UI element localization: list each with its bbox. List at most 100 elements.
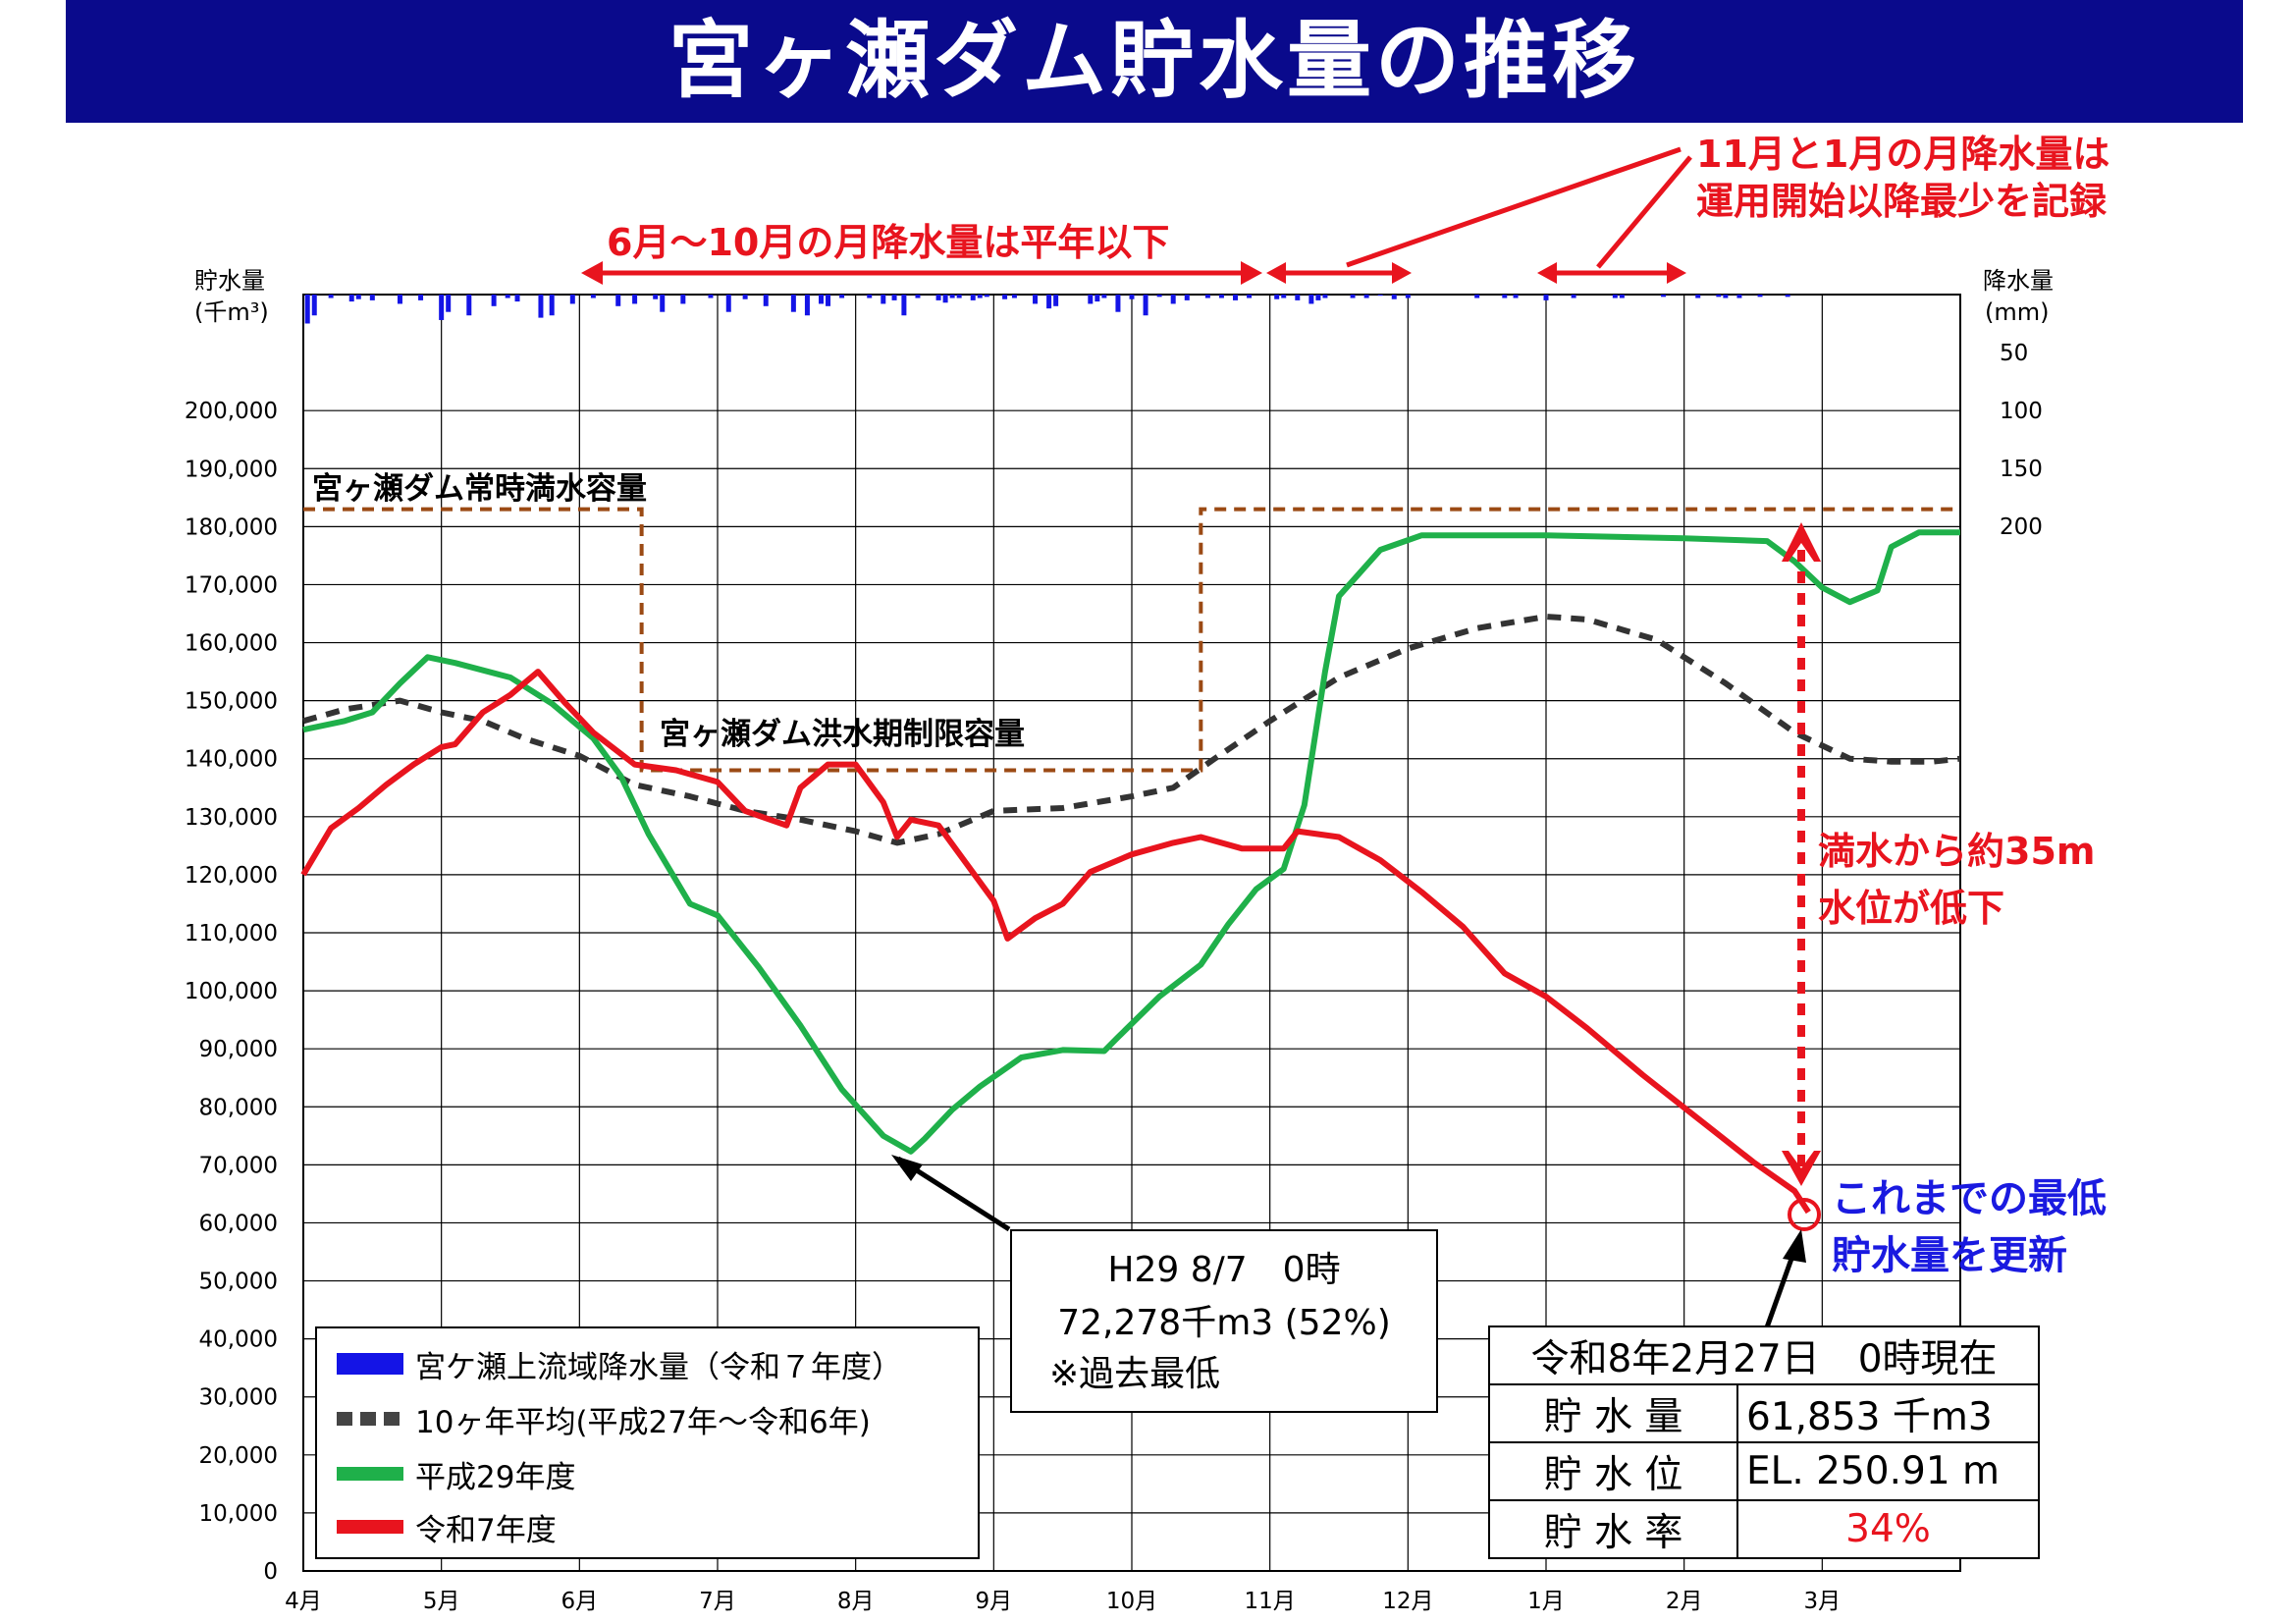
arrowhead-left — [1537, 262, 1557, 284]
rain-bar — [1315, 295, 1321, 300]
rain-bar — [1204, 295, 1210, 298]
rain-bar — [1143, 295, 1148, 316]
rain-bar — [826, 295, 831, 306]
arrowhead-left — [581, 261, 603, 285]
rain-bar — [1474, 295, 1480, 298]
right-axis-label-2: (mm) — [1985, 298, 2049, 326]
rain-bar — [1095, 295, 1100, 302]
annotation-record-low-2: 貯水量を更新 — [1832, 1233, 2067, 1278]
legend-label-h29: 平成29年度 — [415, 1459, 576, 1495]
x-tick-label: 2月 — [1666, 1589, 1703, 1614]
right-axis-label-1: 降水量 — [1983, 267, 2054, 295]
status-callout-head — [1783, 1229, 1806, 1263]
rain-bar — [466, 295, 472, 316]
rain-bar — [615, 295, 621, 306]
annotation-rain-nov-jan-2: 運用開始以降最少を記録 — [1696, 180, 2108, 223]
x-tick-label: 1月 — [1527, 1589, 1565, 1614]
legend-item-average: 10ヶ年平均(平成27年～令和6年) — [337, 1393, 871, 1444]
rain-bar — [977, 295, 983, 298]
rain-bar — [1543, 295, 1549, 300]
y-tick-label: 30,000 — [199, 1385, 278, 1411]
rain-bar — [1002, 295, 1008, 299]
y-tick-label: 10,000 — [199, 1501, 278, 1527]
x-tick-label: 7月 — [699, 1589, 736, 1614]
rain-bar — [1101, 295, 1107, 298]
status-row: 貯 水 率 34% — [1488, 1499, 2040, 1559]
reference-lines — [303, 507, 1960, 773]
rain-bar — [397, 295, 402, 304]
annotation-flood-limit: 宮ヶ瀬ダム洪水期制限容量 — [660, 717, 1025, 752]
y-tick-label: 130,000 — [185, 805, 278, 831]
rain-bar — [328, 295, 334, 298]
rain-bar — [819, 295, 824, 304]
legend-item-rain: 宮ケ瀬上流域降水量（令和７年度） — [337, 1338, 902, 1389]
rain-bar — [1363, 295, 1369, 298]
record-callout-head — [891, 1155, 923, 1181]
rain-bar — [1405, 295, 1411, 298]
status-label: 貯 水 位 — [1488, 1441, 1738, 1501]
series-line-h29 — [302, 529, 1960, 1155]
x-tick-label: 5月 — [423, 1589, 460, 1614]
y-tick-label: 170,000 — [185, 572, 278, 598]
record-line-date: H29 8/7 0時 — [1107, 1250, 1341, 1290]
callout-line-nov — [1346, 146, 1682, 268]
rain-bar — [1129, 295, 1135, 299]
rain-bar — [956, 295, 962, 298]
status-label: 貯 水 量 — [1488, 1383, 1738, 1443]
rain-bar — [708, 295, 714, 298]
rain-bar — [1046, 295, 1052, 309]
status-table: 令和8年2月27日 0時現在 貯 水 量 61,853 千m3 貯 水 位 EL… — [1488, 1325, 2040, 1559]
annotation-drop-1: 満水から約35m — [1818, 830, 2095, 873]
legend: 宮ケ瀬上流域降水量（令和７年度） 10ヶ年平均(平成27年～令和6年) 平成29… — [315, 1326, 980, 1559]
status-row: 貯 水 量 61,853 千m3 — [1488, 1383, 2040, 1443]
rain-bar — [505, 295, 510, 298]
rain-bar — [1115, 295, 1121, 312]
rain-bar — [790, 295, 796, 312]
rain-bar — [1011, 295, 1017, 298]
rain-bar — [538, 295, 544, 318]
rain-bar — [680, 295, 686, 304]
rain-tick-label: 50 — [2000, 341, 2028, 366]
rain-bar — [1322, 295, 1328, 298]
rain-bar — [942, 295, 948, 303]
y-tick-label: 0 — [263, 1559, 278, 1585]
status-value: EL. 250.91 m — [1736, 1441, 2040, 1501]
rain-tick-label: 200 — [2000, 514, 2043, 540]
legend-swatch-h29 — [337, 1467, 403, 1481]
rain-bar — [514, 295, 520, 302]
rain-bar — [1053, 295, 1059, 306]
y-tick-label: 110,000 — [185, 921, 278, 947]
annotation-rain-jun-oct: 6月～10月の月降水量は平年以下 — [607, 221, 1169, 264]
arrowhead-right — [1392, 262, 1412, 284]
rain-bar — [901, 295, 907, 316]
rain-bar — [446, 295, 452, 312]
drop-arrowhead-down — [1782, 1151, 1821, 1186]
rain-bar — [355, 295, 361, 299]
rain-bar — [1156, 295, 1162, 298]
rain-bar — [632, 295, 638, 304]
rain-bar — [949, 295, 955, 298]
y-tick-label: 190,000 — [185, 457, 278, 482]
rain-bar — [1281, 295, 1287, 298]
y-tick-label: 20,000 — [199, 1443, 278, 1469]
page-title: 宮ヶ瀬ダム貯水量の推移 — [668, 12, 1640, 110]
legend-swatch-rain — [337, 1353, 403, 1375]
legend-item-h29: 平成29年度 — [337, 1448, 575, 1499]
legend-swatch-average — [337, 1412, 403, 1426]
x-tick-label: 12月 — [1382, 1589, 1433, 1614]
rain-bar — [1695, 295, 1701, 298]
y-tick-label: 50,000 — [199, 1270, 278, 1295]
rain-bar — [984, 295, 989, 298]
rain-bar — [1716, 295, 1722, 298]
arrowhead-left — [1266, 262, 1286, 284]
callout-line-jan — [1596, 155, 1692, 269]
rain-bar — [763, 295, 769, 306]
series-line-average — [302, 614, 1961, 846]
annotation-arrows — [581, 146, 1821, 1328]
x-tick-label: 9月 — [976, 1589, 1013, 1614]
rain-bar — [491, 295, 497, 306]
rain-bar — [1033, 295, 1039, 304]
rain-bar — [369, 295, 375, 300]
rain-bar — [1377, 295, 1383, 297]
x-tick-label: 6月 — [561, 1589, 599, 1614]
